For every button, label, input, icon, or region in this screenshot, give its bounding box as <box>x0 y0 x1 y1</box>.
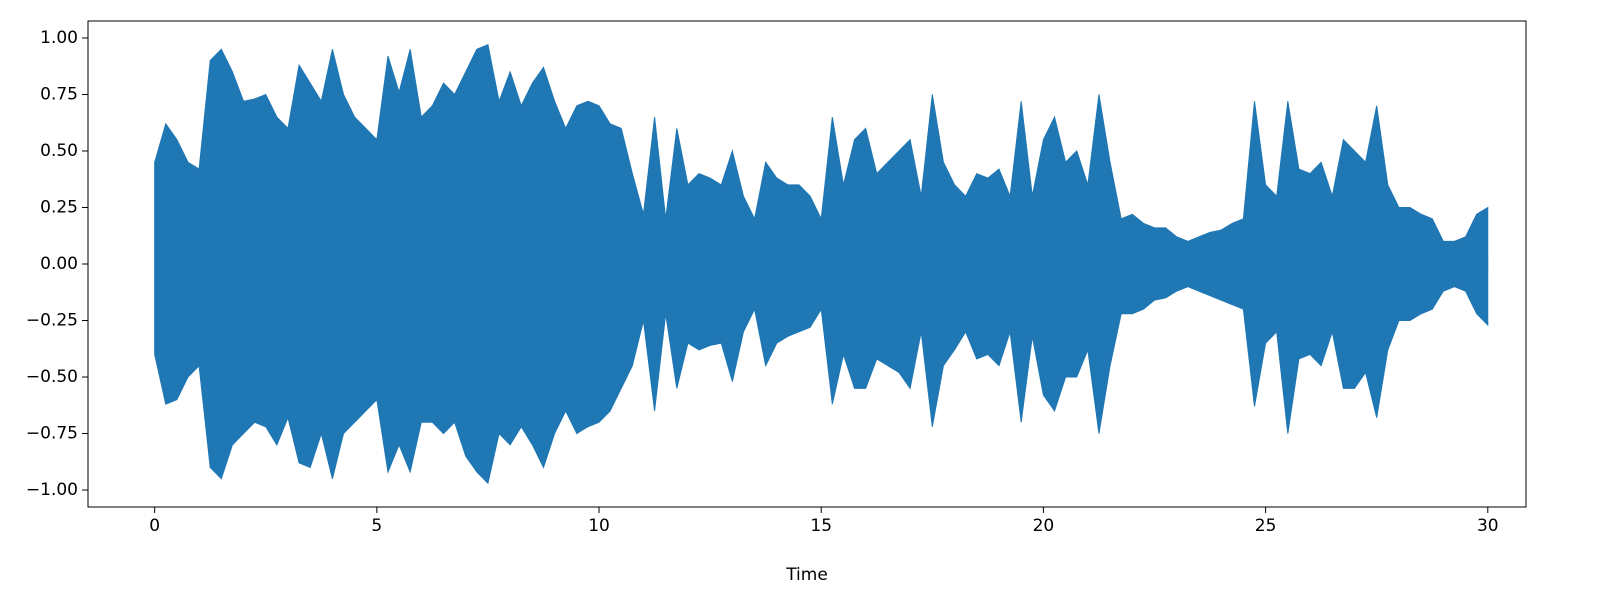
y-tick-label: 0.75 <box>40 84 78 104</box>
y-tick-label: 1.00 <box>40 28 78 48</box>
y-tick-label: −0.25 <box>26 311 78 331</box>
y-tick-label: 0.25 <box>40 197 78 217</box>
x-tick-label: 5 <box>371 516 382 536</box>
x-tick-label: 10 <box>588 516 610 536</box>
waveform-envelope <box>154 263 1489 485</box>
x-axis-label: Time <box>785 565 828 585</box>
y-tick-label: −0.75 <box>26 424 78 444</box>
y-tick-label: −0.50 <box>26 367 78 387</box>
x-tick-label: 25 <box>1255 516 1277 536</box>
x-tick-label: 20 <box>1033 516 1055 536</box>
x-tick-label: 15 <box>810 516 832 536</box>
x-tick-label: 0 <box>149 516 160 536</box>
y-tick-label: −1.00 <box>26 480 78 500</box>
waveform-envelope <box>154 44 1489 265</box>
y-tick-label: 0.00 <box>40 254 78 274</box>
y-tick-label: 0.50 <box>40 141 78 161</box>
x-tick-label: 30 <box>1477 516 1499 536</box>
